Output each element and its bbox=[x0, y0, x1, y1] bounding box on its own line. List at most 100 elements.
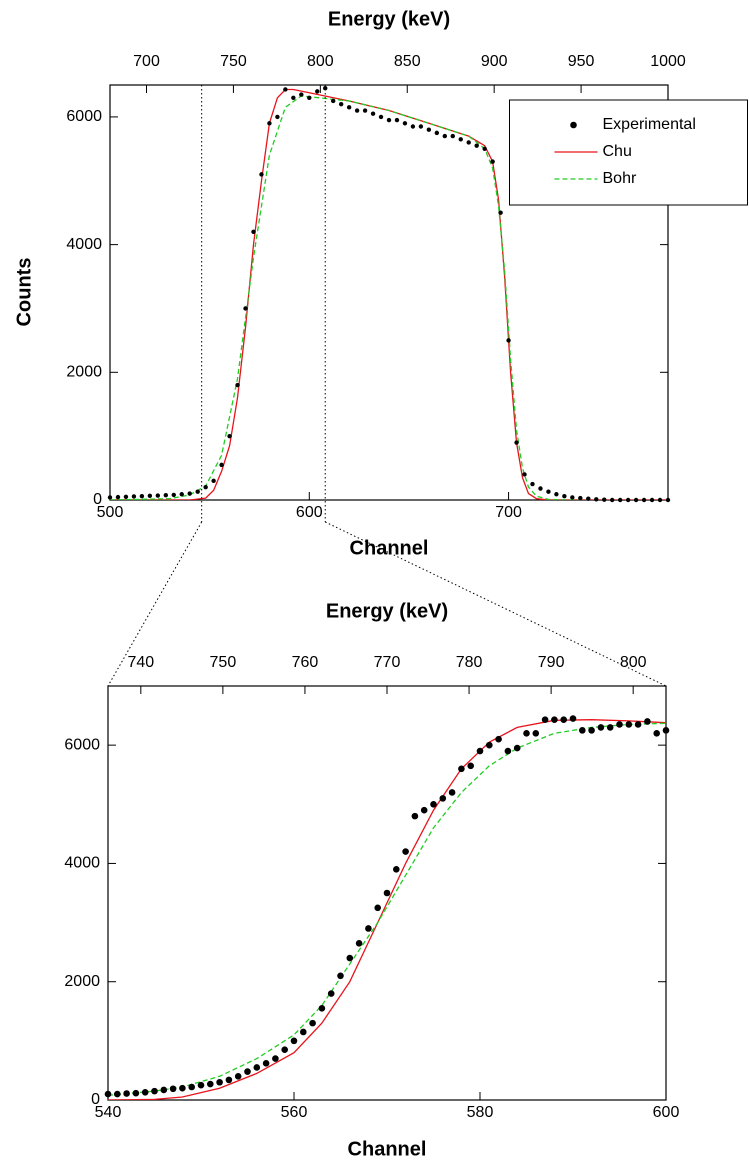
line-series bbox=[110, 88, 668, 500]
data-point bbox=[513, 744, 521, 752]
x2-tick-label: 770 bbox=[374, 654, 401, 671]
data-point bbox=[243, 306, 248, 311]
zoom-connector bbox=[107, 521, 203, 687]
legend-box bbox=[509, 99, 748, 206]
x2-tick-label: 740 bbox=[127, 654, 154, 671]
data-point bbox=[506, 338, 511, 343]
x2-tick-label: 800 bbox=[620, 654, 647, 671]
data-point bbox=[586, 496, 591, 501]
data-point bbox=[662, 727, 670, 734]
x2-tick-label: 850 bbox=[394, 53, 421, 70]
x2-tick-label: 760 bbox=[292, 654, 319, 671]
data-point bbox=[169, 1085, 177, 1093]
data-point bbox=[434, 130, 440, 136]
data-point bbox=[625, 721, 633, 728]
data-point bbox=[225, 1076, 233, 1084]
data-point bbox=[486, 741, 493, 749]
x2-tick-label: 700 bbox=[133, 53, 160, 70]
data-point bbox=[551, 716, 558, 724]
data-point bbox=[234, 1073, 242, 1080]
top-axis-title: Energy (keV) bbox=[326, 600, 448, 622]
x2-tick-label: 750 bbox=[210, 654, 237, 671]
x2-tick-label: 900 bbox=[481, 53, 508, 70]
data-point bbox=[211, 478, 216, 484]
data-point bbox=[171, 492, 176, 498]
data-point bbox=[362, 108, 368, 113]
data-point bbox=[299, 92, 304, 97]
data-point bbox=[426, 127, 432, 132]
data-point bbox=[346, 105, 352, 110]
data-point bbox=[267, 121, 272, 126]
line-series bbox=[108, 722, 666, 1096]
data-point bbox=[530, 481, 535, 487]
data-point bbox=[365, 925, 372, 932]
data-point bbox=[641, 497, 647, 503]
legend-label: Chu bbox=[603, 143, 632, 160]
data-point bbox=[251, 229, 256, 235]
zoom-connector bbox=[325, 521, 667, 687]
line-series bbox=[108, 719, 666, 1100]
data-point bbox=[104, 1090, 112, 1098]
y-tick-label: 2000 bbox=[66, 364, 102, 381]
data-point bbox=[378, 114, 384, 120]
data-point bbox=[290, 1037, 298, 1045]
data-point bbox=[188, 1083, 195, 1091]
data-point bbox=[179, 1084, 186, 1092]
data-point bbox=[665, 497, 671, 503]
data-point bbox=[504, 747, 512, 755]
x2-tick-label: 950 bbox=[568, 53, 595, 70]
data-point bbox=[579, 727, 586, 734]
data-point bbox=[283, 87, 288, 92]
data-point bbox=[155, 493, 161, 498]
x2-tick-label: 1000 bbox=[650, 53, 686, 70]
data-point bbox=[203, 485, 208, 490]
data-point bbox=[227, 433, 232, 439]
plot-frame bbox=[109, 84, 669, 501]
data-point bbox=[418, 124, 424, 129]
data-point bbox=[338, 101, 344, 107]
data-point bbox=[634, 721, 642, 728]
y-tick-label: 4000 bbox=[64, 855, 100, 872]
data-point bbox=[458, 137, 463, 142]
data-point bbox=[386, 117, 392, 123]
data-point bbox=[606, 724, 614, 731]
data-point bbox=[141, 1089, 149, 1096]
data-point bbox=[197, 1081, 205, 1089]
data-point bbox=[633, 497, 639, 503]
data-point bbox=[370, 111, 376, 116]
data-point bbox=[272, 1055, 279, 1062]
data-point bbox=[522, 472, 527, 477]
y-tick-label: 0 bbox=[91, 1091, 100, 1108]
data-point bbox=[538, 486, 543, 491]
data-point bbox=[467, 762, 475, 770]
data-point bbox=[346, 954, 354, 962]
data-point bbox=[262, 1060, 270, 1067]
data-point bbox=[546, 489, 551, 494]
top-axis-title: Energy (keV) bbox=[328, 8, 450, 30]
x-tick-label: 580 bbox=[467, 1104, 494, 1121]
data-point bbox=[616, 721, 623, 728]
data-point bbox=[318, 1005, 326, 1012]
data-point bbox=[114, 1090, 121, 1098]
y-tick-label: 6000 bbox=[64, 736, 100, 753]
x-tick-label: 540 bbox=[95, 1104, 122, 1121]
data-point bbox=[657, 497, 663, 503]
y-tick-label: 4000 bbox=[66, 236, 102, 253]
data-point bbox=[147, 493, 153, 499]
data-point bbox=[644, 718, 651, 725]
data-point bbox=[617, 497, 623, 503]
data-point bbox=[562, 493, 567, 499]
data-point bbox=[354, 108, 360, 113]
data-point bbox=[131, 494, 137, 499]
data-point bbox=[402, 848, 409, 855]
data-point bbox=[244, 1068, 251, 1075]
data-point bbox=[235, 382, 240, 388]
data-point bbox=[151, 1087, 158, 1095]
data-point bbox=[179, 492, 184, 497]
data-point bbox=[430, 800, 437, 808]
y-tick-label: 0 bbox=[93, 491, 102, 508]
x-tick-label: 560 bbox=[281, 1104, 308, 1121]
plot-area bbox=[110, 88, 668, 500]
data-point bbox=[578, 495, 583, 501]
